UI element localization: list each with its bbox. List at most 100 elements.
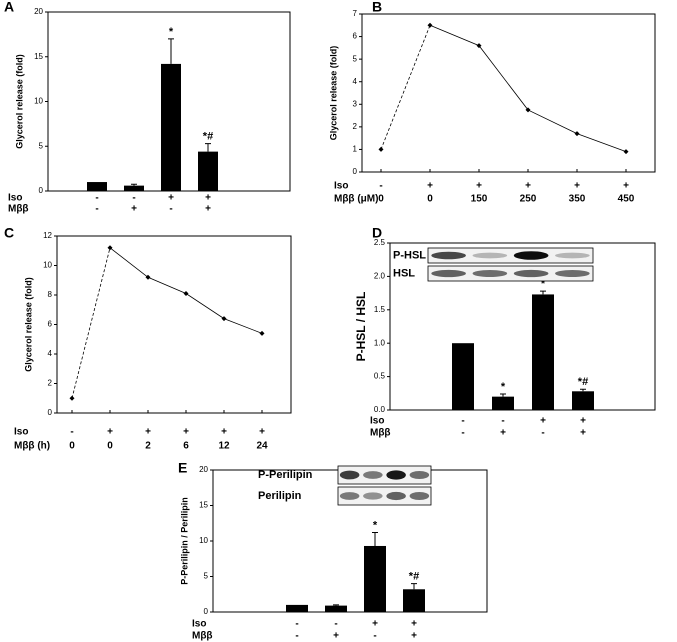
error-bar (168, 38, 174, 64)
blot-band (431, 269, 466, 278)
point (623, 149, 629, 155)
blot-strip (427, 247, 594, 264)
significance-marker: * (501, 381, 506, 393)
y-tick-label: 12 (43, 231, 52, 240)
condition-name: Iso (334, 181, 348, 192)
panel-letter: B (372, 0, 382, 15)
condition-label: + (427, 181, 433, 192)
y-tick-label: 2.0 (374, 272, 386, 281)
blot-band (363, 492, 383, 500)
y-tick-label: 0 (353, 167, 358, 176)
error-bar (580, 388, 586, 392)
condition-name: Mββ (8, 204, 29, 215)
condition-name: Mββ (h) (14, 441, 50, 452)
y-tick-label: 0 (48, 408, 53, 417)
condition-label: + (580, 416, 586, 427)
y-tick-label: 2 (353, 122, 358, 131)
blot-band (339, 492, 360, 500)
y-tick-label: 2 (48, 379, 53, 388)
y-tick-label: 2.5 (374, 238, 386, 247)
condition-label: - (132, 193, 135, 204)
bar (161, 63, 181, 191)
condition-label: 0 (378, 194, 384, 205)
blot-label: HSL (393, 267, 415, 279)
blot-label: Perilipin (258, 490, 302, 502)
line-segment (380, 25, 431, 150)
condition-label: + (221, 427, 227, 438)
condition-label: - (461, 428, 464, 439)
condition-label: 450 (618, 194, 635, 205)
condition-label: + (411, 619, 417, 630)
y-axis-label: P-Perilipin / Perilipin (179, 497, 189, 585)
point (427, 22, 433, 28)
condition-label: - (373, 631, 376, 642)
y-tick-label: 20 (34, 7, 43, 16)
condition-label: + (580, 428, 586, 439)
bar (403, 589, 425, 612)
line (380, 24, 627, 153)
condition-label: - (295, 619, 298, 630)
bar (452, 343, 474, 410)
blot-band (363, 471, 383, 479)
y-tick-label: 10 (199, 536, 208, 545)
condition-label: - (541, 428, 544, 439)
condition-label: 6 (183, 441, 189, 452)
bar (286, 604, 308, 612)
blot-label: P-Perilipin (258, 469, 313, 481)
y-tick-label: 1.5 (374, 305, 386, 314)
blot-band (472, 270, 508, 277)
y-tick-label: 15 (199, 501, 208, 510)
condition-label: 350 (569, 194, 586, 205)
y-axis-label: Glycerol release (fold) (328, 46, 338, 141)
condition-name: Iso (192, 619, 206, 630)
condition-name: Iso (8, 193, 22, 204)
condition-label: - (461, 416, 464, 427)
y-tick-label: 15 (34, 52, 43, 61)
panel-letter: E (178, 460, 187, 476)
bar (124, 185, 144, 191)
significance-marker: *# (409, 571, 419, 583)
condition-label: + (623, 181, 629, 192)
line-segment (71, 247, 111, 399)
y-axis-label: Glycerol release (fold) (14, 54, 24, 149)
condition-label: - (501, 416, 504, 427)
y-tick-label: 1.0 (374, 338, 386, 347)
blot-band (339, 470, 360, 480)
significance-marker: * (373, 519, 378, 531)
error-bar (131, 183, 137, 186)
line (71, 247, 263, 399)
error-bar (411, 583, 417, 590)
condition-label: + (525, 181, 531, 192)
condition-label: - (70, 427, 73, 438)
condition-label: - (379, 181, 382, 192)
y-tick-label: 1 (353, 145, 358, 154)
condition-label: + (372, 619, 378, 630)
condition-name: Iso (370, 416, 384, 427)
blot-band (555, 270, 590, 277)
blot-strip (427, 265, 594, 282)
y-tick-label: 8 (48, 290, 53, 299)
point (259, 330, 265, 336)
point (525, 107, 531, 113)
significance-marker: *# (578, 376, 588, 388)
error-bar (333, 604, 339, 606)
significance-marker: * (169, 26, 174, 38)
blot-strip (337, 465, 432, 485)
y-tick-label: 3 (353, 99, 358, 108)
condition-name: Mββ (μM) (334, 194, 378, 205)
point (145, 274, 151, 280)
blot-label: P-HSL (393, 249, 426, 261)
condition-label: 24 (256, 441, 268, 452)
blot-band (513, 251, 549, 260)
significance-marker: *# (203, 130, 213, 142)
y-tick-label: 4 (353, 77, 358, 86)
condition-label: + (145, 427, 151, 438)
bar (198, 151, 218, 191)
bar (492, 396, 514, 410)
condition-label: + (107, 427, 113, 438)
bar (325, 605, 347, 612)
point (574, 131, 580, 137)
y-tick-label: 5 (353, 54, 358, 63)
bar (87, 182, 107, 191)
